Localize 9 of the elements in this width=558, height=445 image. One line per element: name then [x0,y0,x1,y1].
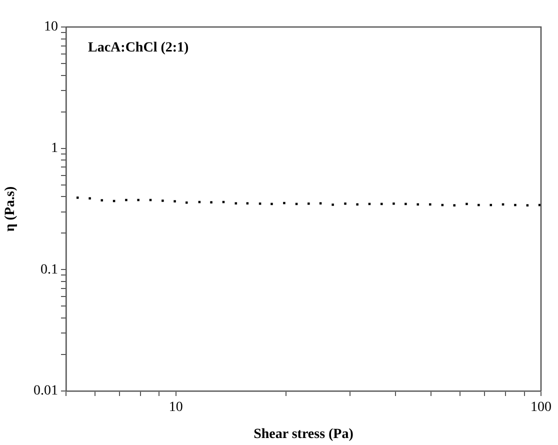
y-axis-title: η (Pa.s) [3,186,18,232]
annotation: LacA:ChCl (2:1) [88,40,190,56]
y-tick-label: 0.01 [34,384,58,399]
x-tick-label: 100 [530,400,552,416]
y-tick-label: 1 [51,141,58,156]
y-tick-label: 10 [44,20,58,35]
y-tick-label: 0.1 [40,262,58,278]
x-axis-title: Shear stress (Pa) [254,427,354,442]
point [416,203,420,206]
